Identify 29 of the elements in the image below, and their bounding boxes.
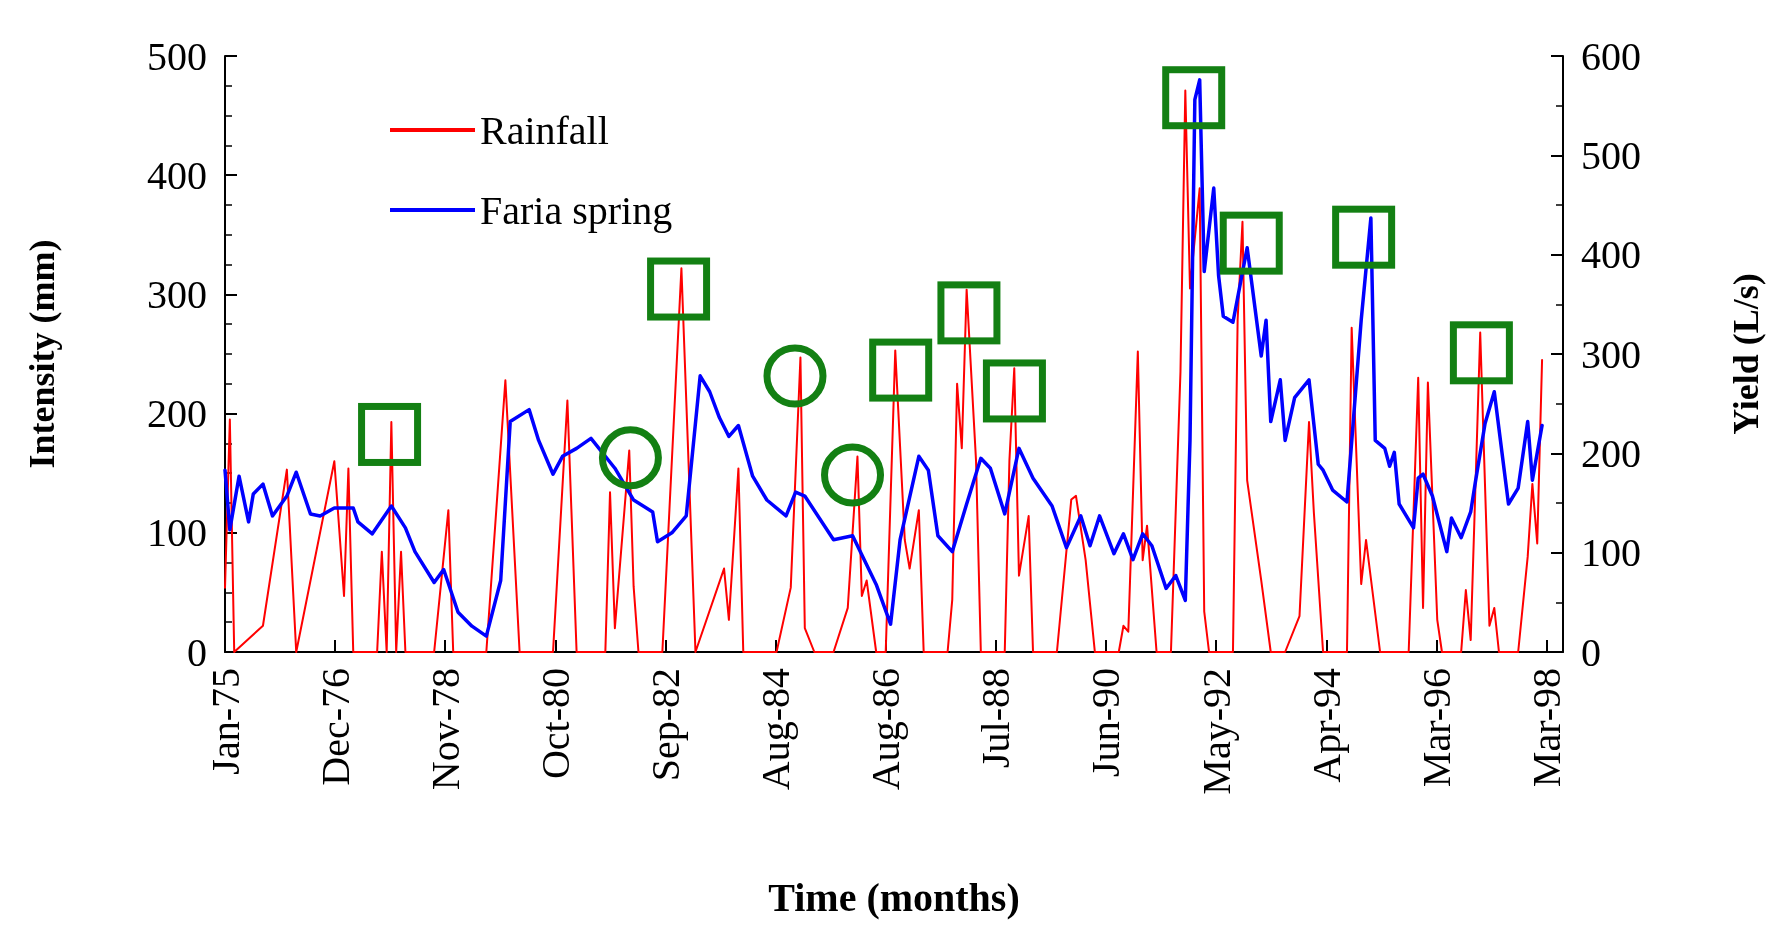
- x-tick-label: Nov-78: [422, 668, 468, 791]
- x-tick-label: Sep-82: [642, 668, 688, 782]
- y2-tick-label: 400: [1581, 232, 1641, 278]
- legend-label: Faria spring: [480, 187, 673, 233]
- y2-tick-label: 200: [1581, 430, 1641, 476]
- x-tick-label: Mar-98: [1524, 668, 1570, 788]
- y-tick-label: 400: [147, 152, 207, 198]
- x-tick-label: Mar-96: [1413, 668, 1459, 788]
- y2-tick-label: 100: [1581, 530, 1641, 576]
- y2-tick-label: 600: [1581, 33, 1641, 79]
- x-tick-label: Aug-86: [863, 668, 909, 791]
- y-tick-label: 500: [147, 33, 207, 79]
- y2-tick-label: 500: [1581, 132, 1641, 178]
- legend-label: Rainfall: [480, 107, 609, 153]
- y2-tick-label: 300: [1581, 331, 1641, 377]
- y2-tick-label: 0: [1581, 629, 1601, 675]
- x-axis-title: Time (months): [768, 874, 1020, 920]
- y-tick-label: 200: [147, 391, 207, 437]
- y-tick-label: 300: [147, 271, 207, 317]
- x-tick-label: Apr-94: [1303, 668, 1349, 783]
- y2-axis-title: Yield (L/s): [1726, 273, 1766, 435]
- x-tick-label: Dec-76: [312, 668, 358, 786]
- y-axis-title: Intensity (mm): [22, 239, 62, 469]
- x-tick-label: Jul-88: [973, 668, 1019, 768]
- y-tick-label: 100: [147, 510, 207, 556]
- x-tick-label: Oct-80: [532, 668, 578, 780]
- x-tick-label: Aug-84: [753, 668, 799, 791]
- x-tick-label: May-92: [1193, 668, 1239, 795]
- x-tick-label: Jun-90: [1083, 668, 1129, 777]
